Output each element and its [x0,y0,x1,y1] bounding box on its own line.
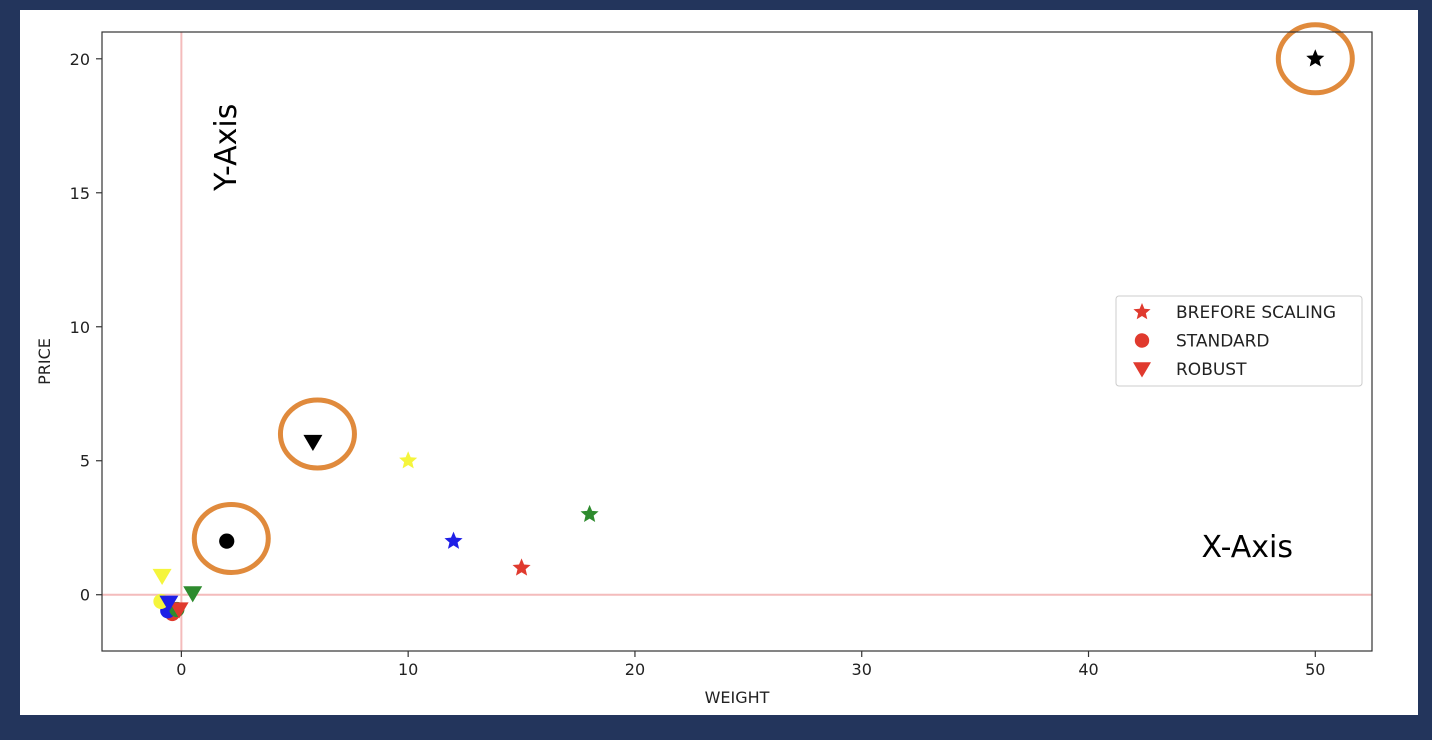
star-point [512,558,531,576]
axis-annotation: X-Axis [1202,530,1293,565]
x-axis-ticks: 0 10 20 30 40 50 [176,651,1325,679]
legend: BREFORE SCALING STANDARD ROBUST [1115,295,1363,387]
y-tick-label: 10 [70,318,90,337]
annotations: Y-Axis X-Axis [209,104,1293,566]
legend-entry-label: BREFORE SCALING [1176,303,1336,323]
triangle-down-point [159,595,179,612]
x-tick-label: 30 [852,660,872,679]
triangle-down-point [152,568,172,585]
legend-entry-label: ROBUST [1176,360,1247,380]
circle-point [219,533,235,549]
y-tick-label: 5 [80,452,90,471]
legend-star-icon [1133,303,1151,320]
x-tick-label: 0 [176,660,186,679]
legend-triangle-down-icon [1133,362,1151,378]
legend-circle-icon [1134,333,1150,348]
legend-box [1115,295,1363,387]
highlight-circle [191,501,271,575]
highlight-circles [191,22,1355,575]
x-tick-label: 40 [1078,660,1098,679]
y-axis-label: PRICE [35,338,54,385]
triangle-down-point [183,586,203,603]
scatter-chart: 0 10 20 30 40 50 0 5 10 15 20 WEIGHT PRICE Y-Axis… [35,22,1373,707]
triangle-down-point [169,602,189,619]
x-tick-label: 50 [1305,660,1325,679]
axis-annotation: Y-Axis [209,104,244,192]
y-tick-label: 0 [80,586,90,605]
star-point [444,531,463,549]
x-tick-label: 20 [625,660,645,679]
x-axis-label: WEIGHT [705,688,770,707]
legend-entry-label: STANDARD [1176,332,1270,352]
reference-lines [102,32,1372,651]
triangle-down-point [303,434,323,452]
x-tick-label: 10 [398,660,418,679]
highlight-circle [277,397,357,471]
data-points [152,49,1325,622]
y-axis-ticks: 0 5 10 15 20 [70,50,102,605]
star-point [399,451,418,469]
star-point [580,504,599,523]
star-point [1306,49,1325,67]
y-tick-label: 15 [70,184,90,203]
highlight-circle [1275,22,1355,96]
plot-area-border [101,31,1373,652]
slide-frame: 0 10 20 30 40 50 0 5 10 15 20 WEIGHT PRICE Y-Axis… [20,10,1418,715]
y-tick-label: 20 [70,50,90,69]
